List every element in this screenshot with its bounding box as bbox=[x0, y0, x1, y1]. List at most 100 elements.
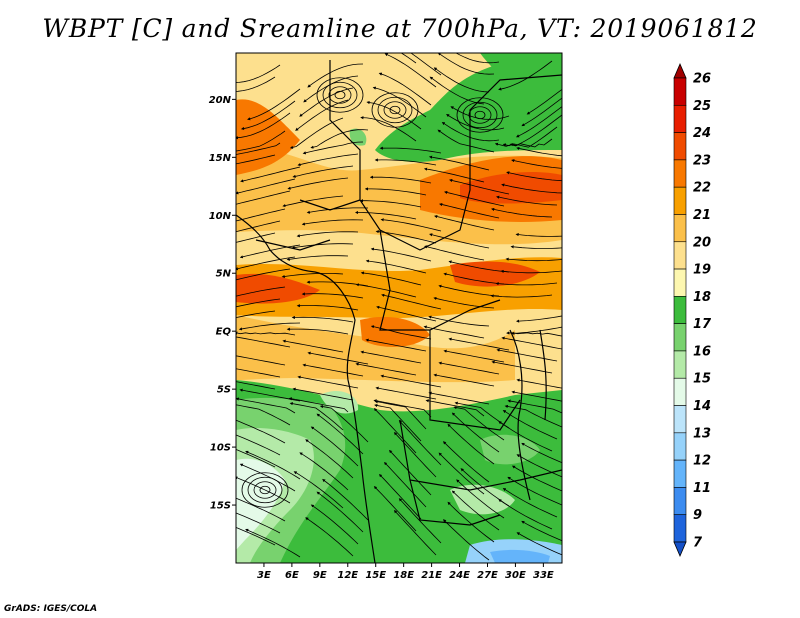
streamline bbox=[379, 146, 442, 154]
streamline bbox=[236, 256, 296, 271]
streamline bbox=[491, 360, 553, 374]
streamline bbox=[301, 292, 364, 299]
streamline bbox=[448, 337, 510, 351]
streamline bbox=[286, 327, 349, 335]
vortex-streamline bbox=[247, 476, 283, 504]
streamline bbox=[355, 283, 417, 298]
streamline bbox=[236, 130, 286, 152]
vortex-streamline bbox=[316, 77, 364, 113]
lon-tick-label: 9E bbox=[313, 570, 327, 581]
streamline bbox=[423, 167, 485, 183]
streamline bbox=[245, 450, 301, 480]
streamline bbox=[511, 159, 562, 169]
streamline bbox=[515, 106, 562, 138]
streamline bbox=[302, 363, 364, 377]
streamline bbox=[515, 233, 562, 237]
colorbar-swatch bbox=[673, 296, 687, 324]
streamline bbox=[293, 471, 344, 509]
streamline bbox=[490, 294, 553, 298]
streamline bbox=[296, 304, 359, 311]
colorbar-label: 12 bbox=[693, 454, 711, 469]
streamline bbox=[516, 146, 562, 157]
streamline bbox=[359, 199, 422, 208]
streamline bbox=[374, 403, 422, 442]
vortex-streamline bbox=[462, 101, 498, 129]
streamline bbox=[496, 348, 558, 362]
streamline bbox=[292, 387, 354, 401]
colorbar-label: 25 bbox=[693, 99, 711, 114]
streamline bbox=[506, 171, 562, 182]
lon-tick-label: 27E bbox=[477, 570, 498, 581]
vortex-streamline bbox=[371, 92, 419, 128]
streamline bbox=[447, 501, 495, 543]
streamline bbox=[374, 400, 427, 430]
colorbar-swatch bbox=[673, 432, 687, 461]
colorbar-label: 26 bbox=[693, 72, 711, 87]
streamline bbox=[451, 412, 500, 453]
colorbar: 26 25 24 23 22 21 20 19 18 17 16 15 14 13 12 11 9 7 bbox=[673, 62, 712, 558]
streamline bbox=[282, 195, 344, 208]
colorbar-label: 11 bbox=[693, 481, 711, 496]
credit-label: GrADS: IGES/COLA bbox=[4, 604, 98, 614]
colorbar-label: 14 bbox=[693, 399, 711, 414]
streamline bbox=[428, 155, 490, 171]
streamline bbox=[393, 432, 437, 478]
streamline bbox=[236, 512, 281, 534]
streamline bbox=[378, 72, 432, 106]
streamline bbox=[305, 517, 354, 557]
colorbar-label: 15 bbox=[693, 372, 711, 387]
streamline bbox=[236, 419, 286, 444]
streamline bbox=[236, 381, 276, 390]
streamline bbox=[526, 88, 562, 115]
colorbar-swatch bbox=[673, 132, 687, 161]
colorbar-swatch bbox=[673, 241, 687, 270]
streamline bbox=[453, 406, 505, 441]
streamline bbox=[500, 269, 562, 274]
streamlines bbox=[236, 53, 562, 561]
streamline bbox=[236, 355, 286, 366]
colorbar-swatch bbox=[673, 214, 687, 243]
streamline bbox=[521, 97, 562, 127]
colorbar-label: 24 bbox=[693, 126, 711, 141]
streamline bbox=[504, 404, 562, 428]
vortex-streamline bbox=[456, 97, 504, 133]
lat-tick-label: 15N bbox=[209, 153, 232, 164]
streamline bbox=[425, 399, 485, 417]
streamline bbox=[291, 243, 354, 250]
streamline bbox=[299, 87, 354, 117]
streamline bbox=[310, 426, 359, 467]
streamline bbox=[236, 64, 281, 83]
streamline bbox=[398, 420, 442, 466]
streamline bbox=[236, 232, 276, 243]
streamline bbox=[373, 399, 432, 418]
streamline bbox=[236, 497, 286, 522]
lat-tick-label: 10N bbox=[209, 211, 232, 222]
streamline bbox=[439, 202, 500, 219]
streamline bbox=[282, 339, 344, 353]
streamline bbox=[322, 478, 369, 521]
streamline bbox=[240, 166, 301, 183]
streamline bbox=[236, 336, 291, 348]
streamline bbox=[239, 463, 296, 492]
lat-tick-label: 20N bbox=[209, 95, 232, 106]
streamline bbox=[383, 461, 427, 508]
country-borders bbox=[236, 60, 562, 563]
streamline bbox=[375, 386, 437, 400]
streamline bbox=[370, 247, 432, 262]
lat-tick-label: 10S bbox=[210, 443, 231, 454]
streamline bbox=[354, 210, 417, 220]
streamline bbox=[446, 114, 505, 131]
vortex-streamline bbox=[328, 86, 352, 104]
streamline bbox=[398, 498, 442, 544]
streamline bbox=[307, 351, 369, 365]
longitude-axis: 3E 6E 9E 12E 15E 18E 21E 24E 27E 30E 33E bbox=[257, 563, 554, 581]
vortex-streamline bbox=[334, 90, 346, 100]
streamline bbox=[360, 116, 417, 142]
streamline bbox=[297, 153, 359, 167]
colorbar-label: 17 bbox=[693, 317, 712, 332]
vortex-streamline bbox=[377, 96, 413, 124]
streamline bbox=[236, 403, 291, 426]
colorbar-swatch bbox=[673, 350, 687, 379]
streamline bbox=[236, 190, 291, 205]
streamline bbox=[286, 255, 349, 261]
